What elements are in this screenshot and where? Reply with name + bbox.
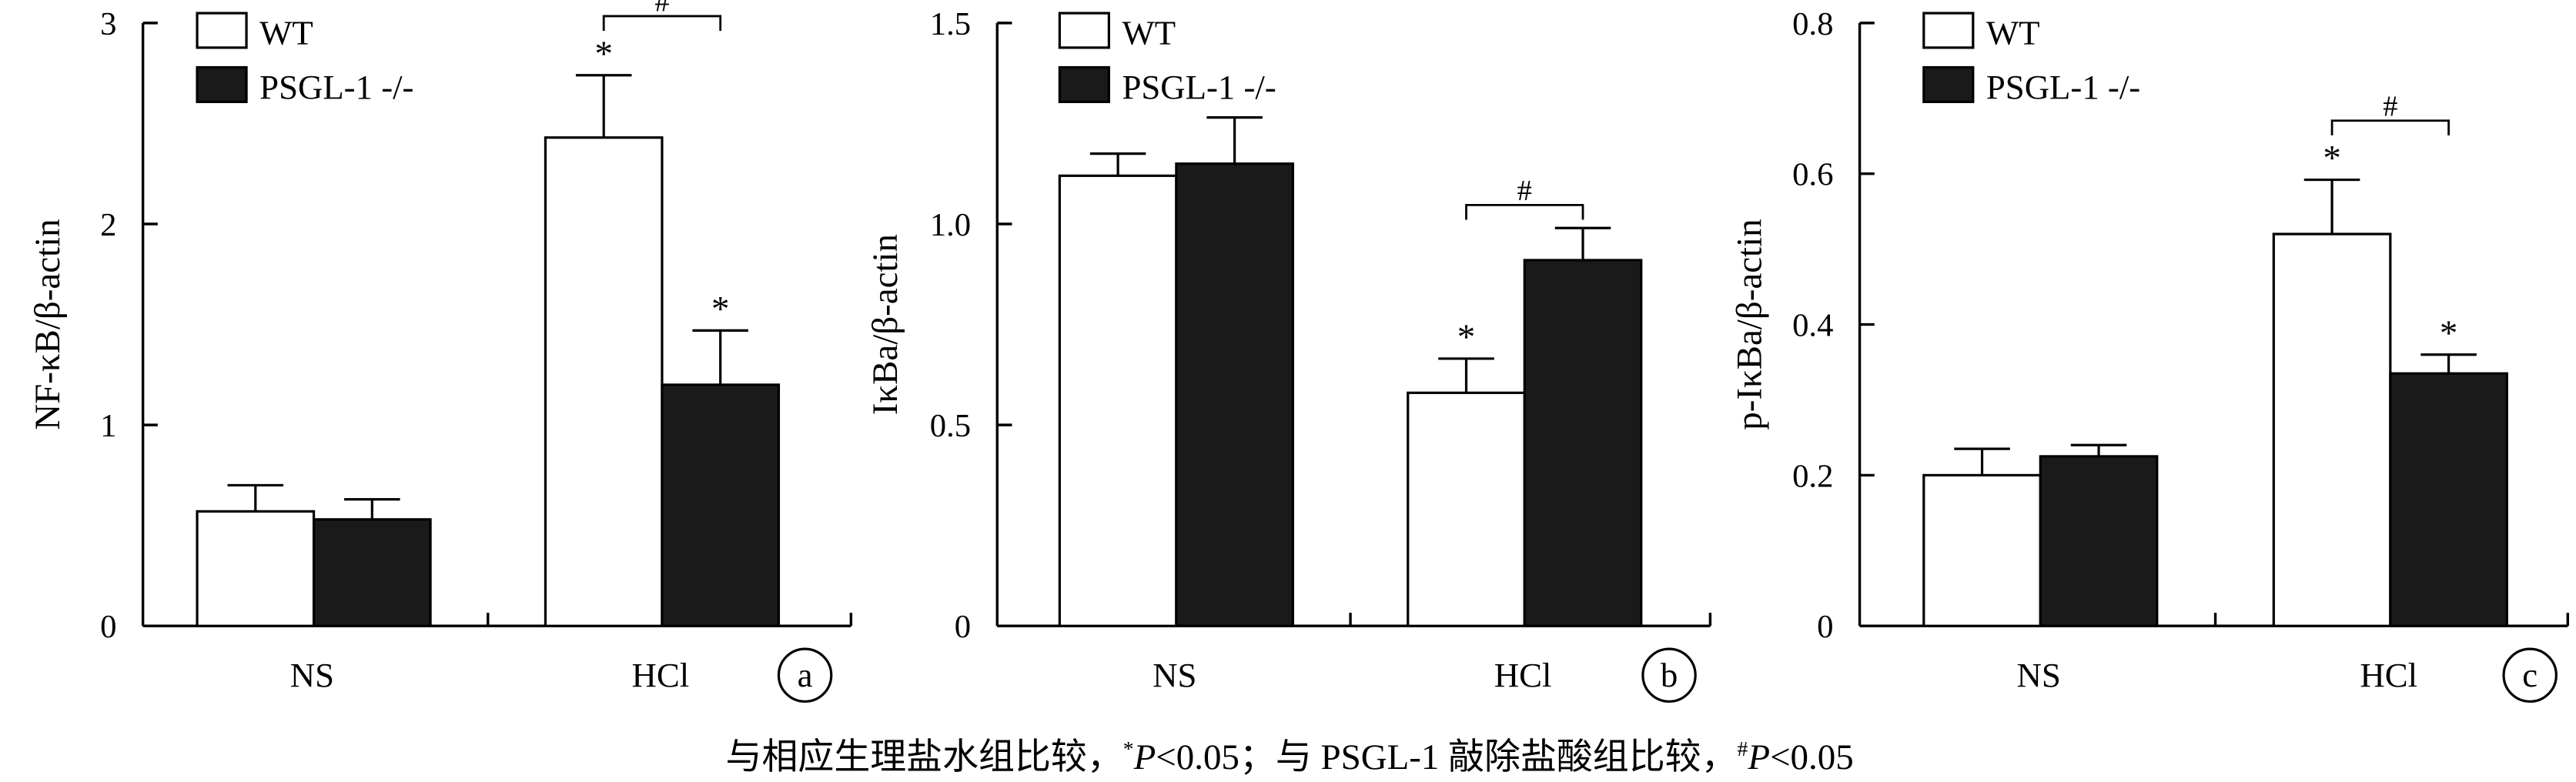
bar (2389, 372, 2508, 627)
significance-marker: * (2440, 313, 2457, 353)
bracket-marker: # (654, 0, 669, 18)
caption-p-1: P (1133, 737, 1156, 777)
x-tick-label: NS (1153, 656, 1196, 694)
bar (1058, 174, 1178, 627)
caption-text-3: <0.05 (1770, 737, 1854, 777)
y-tick-label: 0 (955, 609, 971, 645)
y-tick-label: 2 (100, 207, 116, 243)
y-tick-label: 1.0 (930, 207, 971, 243)
y-tick-label: 0.6 (1792, 157, 1833, 193)
significance-bracket (602, 15, 722, 32)
x-tick-label: HCl (2360, 656, 2417, 694)
legend-label: PSGL-1 -/- (1122, 68, 1276, 106)
bar (544, 136, 664, 627)
y-tick-label: 0.2 (1792, 458, 1833, 494)
bar (1407, 391, 1526, 627)
legend-label: WT (259, 14, 313, 52)
panel-label-circle (2502, 647, 2558, 703)
y-tick-label: 1 (100, 408, 116, 444)
x-tick-label: HCl (631, 656, 689, 694)
y-axis-label: p-IκBa/β-actin (1730, 219, 1770, 429)
legend-swatch (1922, 65, 1975, 103)
legend-swatch (1058, 12, 1110, 49)
y-tick-label: 0.5 (930, 408, 971, 444)
bar (1922, 473, 2042, 627)
bar (1523, 259, 1643, 627)
y-axis-label: NF-κB/β-actin (28, 219, 68, 429)
significance-bracket (1465, 203, 1584, 220)
legend-swatch (1922, 12, 1975, 49)
bar (196, 510, 316, 627)
y-tick-label: 0.8 (1792, 6, 1833, 42)
significance-marker: * (1457, 317, 1475, 357)
y-tick-label: 1.5 (930, 6, 971, 42)
x-tick-label: NS (290, 656, 334, 694)
caption-text-2: <0.05；与 PSGL-1 敲除盐酸组比较， (1156, 737, 1737, 777)
bar (312, 518, 432, 627)
bar (2272, 232, 2392, 627)
y-tick-label: 0 (1817, 609, 1833, 645)
legend-swatch (196, 12, 248, 49)
significance-bracket (2330, 119, 2450, 135)
y-tick-label: 3 (100, 6, 116, 42)
x-tick-label: NS (2017, 656, 2061, 694)
significance-marker: * (2323, 139, 2340, 179)
y-axis-label: IκBa/β-actin (865, 234, 905, 415)
x-tick-label: HCl (1494, 656, 1552, 694)
bracket-marker: # (1517, 175, 1532, 207)
bar (661, 383, 781, 627)
y-tick-label: 0.4 (1792, 308, 1833, 344)
legend-label: WT (1122, 14, 1176, 52)
caption-p-2: P (1747, 737, 1770, 777)
chart-panel-b: 0 0.5 1.0 1.5 IκBa/β-actin NS HCl * # WT PSGL-1 -/… (865, 6, 1712, 703)
legend-swatch (196, 65, 248, 103)
legend-label: PSGL-1 -/- (1986, 68, 2140, 106)
panel-label: b (1661, 656, 1678, 694)
significance-marker: * (594, 34, 612, 74)
bar (1175, 162, 1294, 627)
bar (2039, 455, 2159, 627)
panel-label-circle (777, 647, 833, 703)
figure-caption: 与相应生理盐水组比较，*P<0.05；与 PSGL-1 敲除盐酸组比较，#P<0… (726, 737, 1854, 777)
caption-text-1: 与相应生理盐水组比较， (726, 737, 1123, 777)
chart-panel-c: 0 0.2 0.4 0.6 0.8 p-IκBa/β-actin NS HCl * * # WT PSG… (1730, 6, 2569, 703)
panel-label: c (2522, 656, 2538, 694)
legend-label: PSGL-1 -/- (259, 68, 413, 106)
panel-label-circle (1641, 647, 1697, 703)
panel-label: a (798, 656, 813, 694)
bracket-marker: # (2383, 90, 2397, 122)
legend-swatch (1058, 65, 1110, 103)
chart-panel-a: 0 1 2 3 NF-κB/β-actin NS HCl * * # WT PSGL-1 -/- a (28, 0, 853, 703)
y-tick-label: 0 (100, 609, 116, 645)
legend-label: WT (1986, 14, 2040, 52)
caption-sup-1: * (1123, 737, 1134, 761)
caption-sup-2: # (1738, 737, 1748, 761)
significance-marker: * (711, 289, 729, 329)
